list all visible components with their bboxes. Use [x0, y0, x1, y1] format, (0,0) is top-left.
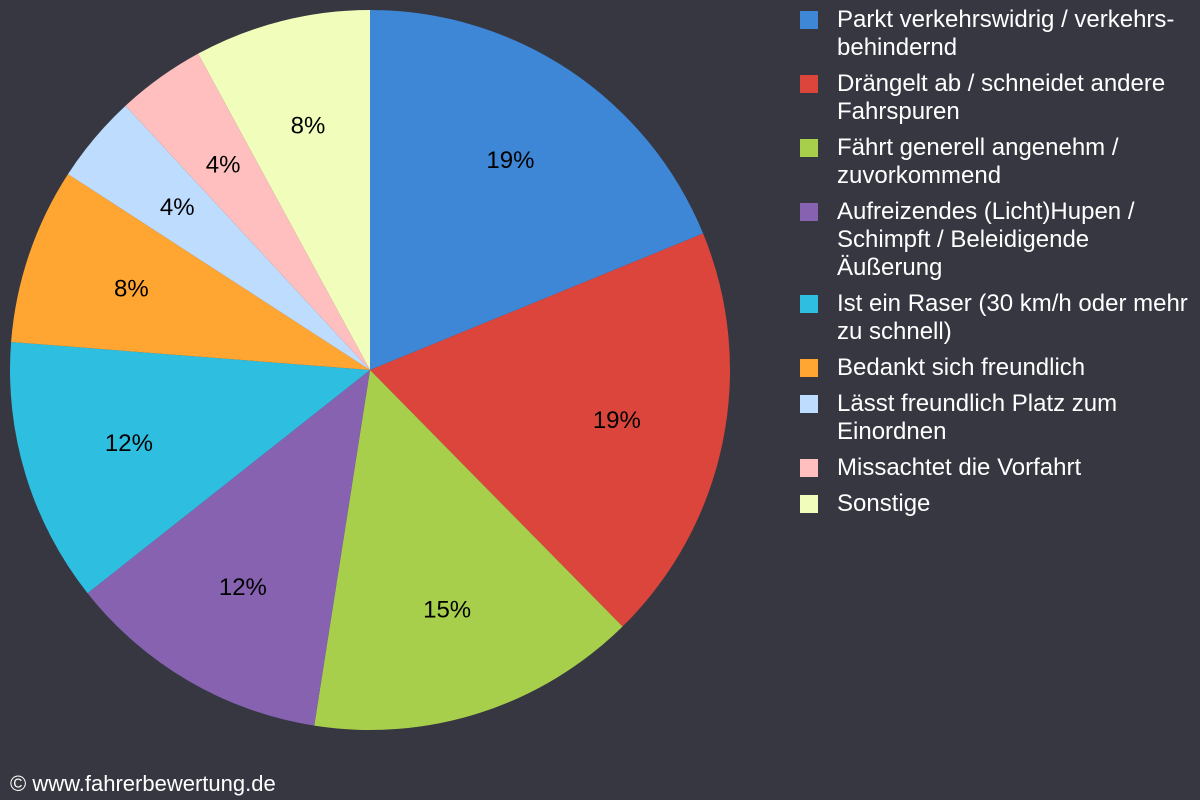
legend-label-8: Missachtet die Vorfahrt — [837, 454, 1082, 481]
legend-item-8: Missachtet die Vorfahrt — [800, 454, 1195, 482]
slice-value-label-6: 8% — [114, 276, 149, 303]
legend-swatch-2 — [800, 75, 818, 93]
slice-value-label-7: 4% — [160, 194, 195, 221]
legend-swatch-4 — [800, 203, 818, 221]
pie-slice-4 — [87, 370, 370, 726]
legend-item-7: Lässt freundlich Platz zum Einordnen — [800, 390, 1195, 446]
legend-swatch-3 — [800, 139, 818, 157]
pie-slice-1 — [370, 10, 704, 370]
slice-value-label-8: 4% — [206, 152, 241, 179]
legend-swatch-9 — [800, 495, 818, 513]
legend-swatch-5 — [800, 295, 818, 313]
legend-label-1: Parkt verkehrswidrig / verkehrs-behinder… — [837, 6, 1175, 61]
slice-value-label-3: 15% — [423, 596, 471, 623]
pie-slice-6 — [11, 174, 371, 370]
legend-item-9: Sonstige — [800, 490, 1195, 518]
pie-slice-3 — [314, 370, 623, 730]
pie-slice-9 — [198, 10, 370, 370]
legend-item-4: Aufreizendes (Licht)Hupen / Schimpft / B… — [800, 198, 1195, 282]
legend-item-1: Parkt verkehrswidrig / verkehrs-behinder… — [800, 6, 1195, 62]
pie-slice-8 — [125, 53, 371, 370]
slice-value-label-1: 19% — [486, 147, 534, 174]
legend-item-3: Fährt generell angenehm / zuvorkommend — [800, 134, 1195, 190]
legend-label-2: Drängelt ab / schneidet andere Fahrspure… — [837, 70, 1166, 125]
pie-value-labels: 19% 19% 15% 12% 12% 8% 4% 4% 8% — [105, 112, 641, 623]
pie-chart: 19% 19% 15% 12% 12% 8% 4% 4% 8% — [9, 10, 730, 730]
legend-label-6: Bedankt sich freundlich — [837, 354, 1086, 381]
legend-swatch-7 — [800, 395, 818, 413]
legend-swatch-1 — [800, 11, 818, 29]
slice-value-label-5: 12% — [105, 430, 153, 457]
pie-slice-7 — [67, 105, 370, 371]
pie-slices — [9, 10, 730, 730]
legend-label-4: Aufreizendes (Licht)Hupen / Schimpft / B… — [837, 198, 1135, 281]
legend-label-7: Lässt freundlich Platz zum Einordnen — [837, 390, 1118, 445]
legend: Parkt verkehrswidrig / verkehrs-behinder… — [800, 6, 1195, 526]
legend-item-5: Ist ein Raser (30 km/h oder mehr zu schn… — [800, 290, 1195, 346]
pie-slice-2 — [370, 233, 730, 627]
slice-value-label-2: 19% — [593, 407, 641, 434]
legend-item-2: Drängelt ab / schneidet andere Fahrspure… — [800, 70, 1195, 126]
slice-value-label-4: 12% — [219, 574, 267, 601]
legend-item-6: Bedankt sich freundlich — [800, 354, 1195, 382]
legend-label-9: Sonstige — [837, 490, 931, 517]
legend-swatch-6 — [800, 359, 818, 377]
copyright-notice: © www.fahrerbewertung.de — [10, 771, 276, 796]
legend-swatch-8 — [800, 459, 818, 477]
pie-slice-5 — [9, 342, 370, 594]
slice-value-label-9: 8% — [291, 112, 326, 139]
legend-label-5: Ist ein Raser (30 km/h oder mehr zu schn… — [837, 290, 1188, 345]
legend-label-3: Fährt generell angenehm / zuvorkommend — [837, 134, 1119, 189]
